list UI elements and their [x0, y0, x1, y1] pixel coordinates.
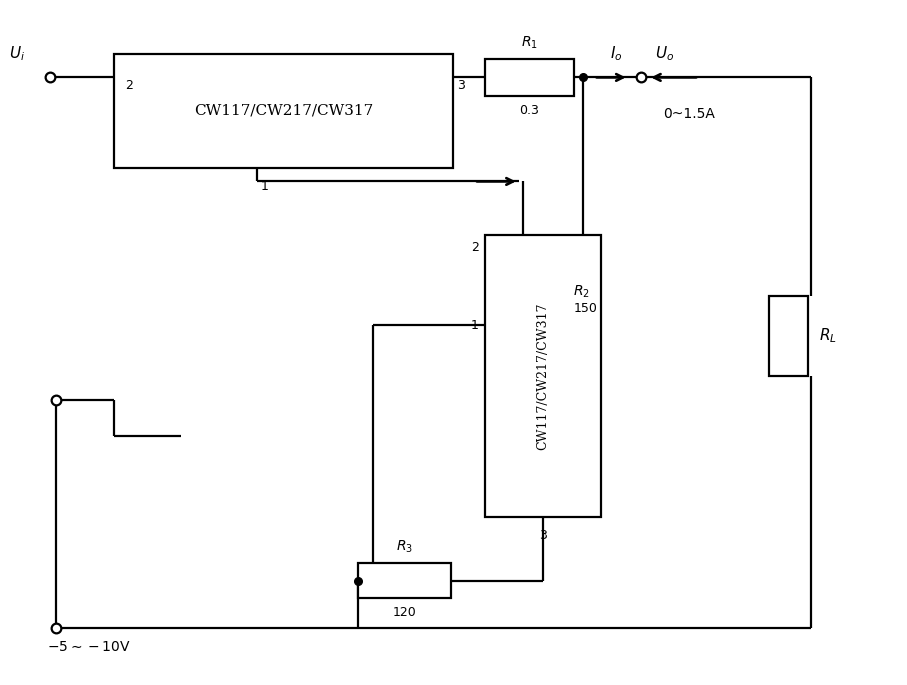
- Text: $-5{\sim}-10\mathrm{V}$: $-5{\sim}-10\mathrm{V}$: [47, 640, 131, 653]
- Bar: [523, 256, 562, 342]
- Bar: [114, 54, 454, 168]
- Bar: [484, 235, 600, 517]
- Text: $R_L$: $R_L$: [819, 327, 836, 345]
- Text: 0~1.5A: 0~1.5A: [663, 108, 716, 121]
- Text: CW117/CW217/CW317: CW117/CW217/CW317: [536, 302, 550, 450]
- Text: $R_3$: $R_3$: [395, 539, 413, 556]
- Text: 150: 150: [573, 303, 597, 316]
- Text: $U_o$: $U_o$: [656, 44, 675, 62]
- Text: 3: 3: [539, 529, 547, 542]
- Text: 2: 2: [471, 240, 479, 253]
- Text: $I_o$: $I_o$: [610, 44, 623, 62]
- Text: $R_2$: $R_2$: [573, 284, 590, 300]
- Text: 120: 120: [393, 606, 416, 619]
- Bar: [358, 563, 451, 598]
- Text: $R_1$: $R_1$: [521, 34, 538, 51]
- Text: CW117/CW217/CW317: CW117/CW217/CW317: [194, 104, 374, 118]
- Text: $U_i$: $U_i$: [9, 45, 24, 63]
- Bar: [769, 295, 808, 376]
- Text: 1: 1: [261, 180, 269, 193]
- Text: 2: 2: [125, 79, 132, 92]
- Text: 3: 3: [457, 79, 465, 92]
- Bar: [484, 59, 574, 96]
- Text: 1: 1: [471, 319, 479, 332]
- Text: 0.3: 0.3: [520, 104, 540, 117]
